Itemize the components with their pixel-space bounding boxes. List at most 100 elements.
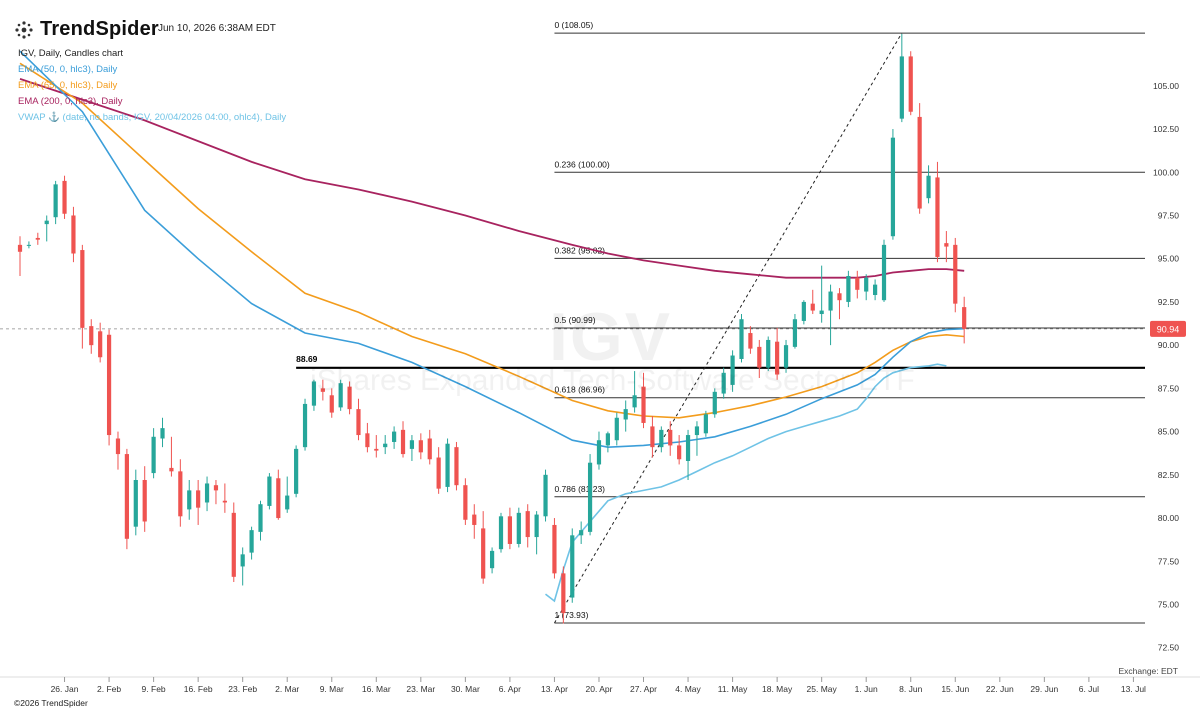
fib-level-label: 0.382 (95.02) [554, 245, 605, 255]
candle-body [587, 462, 593, 532]
candle-body [204, 483, 210, 503]
candle-body [187, 490, 192, 510]
x-tick-label: 29. Jun [1030, 684, 1058, 694]
x-tick-label: 6. Apr [499, 684, 521, 694]
candle-body [677, 445, 682, 460]
candle-body [454, 447, 459, 486]
fib-level-label: 0.618 (86.96) [554, 385, 605, 395]
candle-body [525, 511, 530, 538]
legend-item-ema65[interactable]: EMA (65, 0, hlc3), Daily [18, 80, 118, 91]
candle-body [873, 284, 878, 296]
candle-body [846, 275, 851, 302]
legend-item-ema200[interactable]: EMA (200, 0, hlc3), Daily [18, 96, 123, 107]
exchange-label: Exchange: EDT [1118, 666, 1178, 676]
x-tick-label: 18. May [762, 684, 793, 694]
trend-line [554, 32, 903, 624]
candle-body [356, 409, 361, 436]
fib-level-label: 0.5 (90.99) [554, 315, 595, 325]
candle-body [302, 403, 308, 448]
candle-body [855, 277, 860, 290]
y-tick-label: 105.00 [1153, 81, 1179, 91]
candle-body [294, 448, 299, 494]
watermark-ticker: IGV [549, 299, 673, 375]
candle-body [258, 504, 263, 532]
copyright: ©2026 TrendSpider [14, 698, 88, 708]
y-tick-label: 72.50 [1158, 643, 1180, 653]
candle-body [685, 435, 691, 461]
candle-body [400, 429, 406, 455]
candle-body [623, 409, 628, 420]
candle-body [837, 293, 842, 301]
ema200-line [19, 78, 965, 279]
candle-body [650, 426, 655, 448]
y-tick-label: 97.50 [1158, 210, 1180, 220]
candle-body [276, 478, 281, 519]
watermark-fund-name: iShares Expanded Tech-Software Sector ET… [310, 364, 915, 397]
candle-body [383, 443, 388, 448]
candle-body [98, 331, 103, 358]
fib-level-label: 1 (73.93) [554, 610, 588, 620]
candle-body [178, 471, 183, 517]
candle-body [115, 438, 121, 455]
candle-body [552, 524, 557, 574]
candle-body [516, 512, 521, 544]
candle-body [213, 485, 219, 491]
candle-body [944, 243, 949, 247]
candle-body [641, 386, 646, 423]
candle-body [819, 310, 824, 315]
y-tick-label: 95.00 [1158, 254, 1180, 264]
candle-body [133, 480, 138, 527]
x-tick-label: 16. Mar [362, 684, 391, 694]
candle-body [445, 443, 450, 487]
fib-level-label: 0.236 (100.00) [554, 159, 609, 169]
candle-body [231, 512, 236, 577]
x-tick-label: 23. Feb [228, 684, 257, 694]
candle-body [472, 514, 477, 525]
header-datetime: Jun 10, 2026 6:38AM EDT [158, 23, 276, 34]
y-tick-label: 92.50 [1158, 297, 1180, 307]
legend-item-vwap[interactable]: VWAP ⚓ (date, no bands, IGV, 20/04/2026 … [18, 112, 287, 123]
candle-body [142, 480, 147, 522]
candle-body [632, 395, 637, 408]
brand-name: TrendSpider [40, 18, 159, 40]
candle-body [748, 333, 753, 349]
x-tick-label: 4. May [675, 684, 701, 694]
candle-body [71, 215, 76, 254]
support-level-label: 88.69 [296, 354, 318, 364]
candle-body [169, 467, 174, 472]
x-tick-label: 15. Jun [941, 684, 969, 694]
y-tick-label: 80.00 [1158, 513, 1180, 523]
candle-body [436, 457, 441, 489]
candle-body [614, 417, 619, 441]
y-tick-label: 77.50 [1158, 556, 1180, 566]
chart-title: IGV, Daily, Candles chart [18, 48, 124, 59]
x-tick-label: 27. Apr [630, 684, 657, 694]
candle-body [712, 391, 717, 415]
candle-body [44, 220, 49, 225]
x-tick-label: 6. Jul [1079, 684, 1099, 694]
candle-body [935, 177, 940, 257]
candle-body [703, 414, 708, 434]
y-tick-label: 90.00 [1158, 340, 1180, 350]
x-tick-label: 2. Mar [275, 684, 299, 694]
x-tick-label: 16. Feb [184, 684, 213, 694]
x-tick-label: 13. Jul [1121, 684, 1146, 694]
candle-body [543, 474, 548, 517]
candle-body [365, 433, 370, 448]
trendspider-logo-icon [15, 20, 33, 39]
candle-body [80, 250, 85, 328]
candle-body [828, 291, 833, 311]
candle-body [17, 244, 23, 252]
candle-body [196, 490, 201, 508]
candle-body [338, 383, 343, 408]
legend-item-ema50[interactable]: EMA (50, 0, hlc3), Daily [18, 64, 118, 75]
candle-body [730, 355, 735, 385]
y-tick-label: 75.00 [1158, 599, 1180, 609]
last-price-label: 90.94 [1157, 324, 1180, 334]
indicator-legend: IGV, Daily, Candles chart EMA (50, 0, hl… [18, 46, 286, 126]
candle-body [498, 516, 504, 550]
fib-level-label: 0.786 (81.23) [554, 484, 605, 494]
x-tick-label: 23. Mar [406, 684, 435, 694]
candle-body [89, 326, 94, 346]
